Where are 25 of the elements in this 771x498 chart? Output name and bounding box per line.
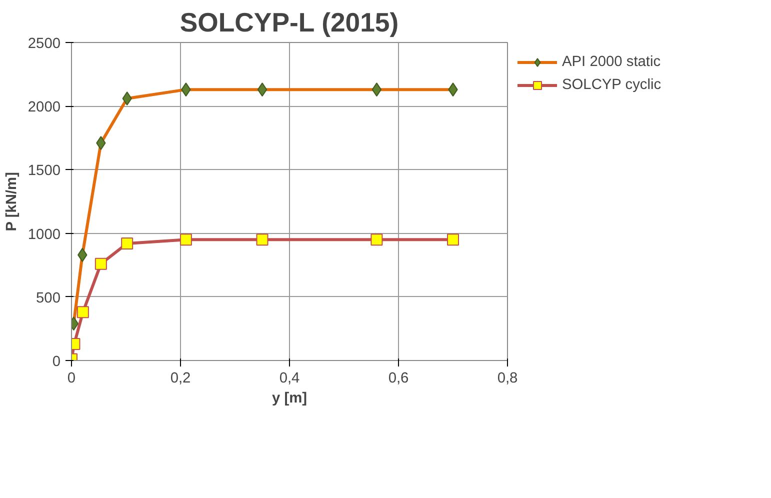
- point: [94, 258, 107, 270]
- point: [257, 82, 268, 97]
- y-tick-label: 2000: [28, 100, 61, 116]
- x-tick-label: 0,8: [497, 370, 518, 386]
- x-tick-label: 0: [67, 370, 76, 386]
- chart-title: SOLCYP-L (2015): [180, 8, 399, 38]
- x-tick-label: 0,6: [388, 370, 409, 386]
- legend-label: API 2000 static: [562, 54, 661, 70]
- point: [370, 234, 383, 246]
- point: [256, 234, 268, 246]
- y-tick-label: 1000: [28, 226, 61, 243]
- y-tick-label: 1500: [28, 163, 61, 180]
- y-axis-title: P [kN/m]: [4, 172, 20, 232]
- point: [180, 234, 192, 246]
- point: [76, 306, 89, 318]
- point: [372, 82, 382, 97]
- y-tick-label: 2500: [28, 36, 61, 52]
- point: [447, 234, 459, 246]
- y-tick-label: 0: [52, 354, 61, 370]
- x-tick-label: 0,4: [279, 370, 300, 386]
- point: [121, 237, 134, 250]
- legend-label: SOLCYP cyclic: [562, 77, 662, 93]
- y-tick-label: 500: [36, 290, 61, 306]
- x-tick-label: 0,2: [170, 370, 191, 386]
- x-axis-title: y [m]: [272, 390, 308, 406]
